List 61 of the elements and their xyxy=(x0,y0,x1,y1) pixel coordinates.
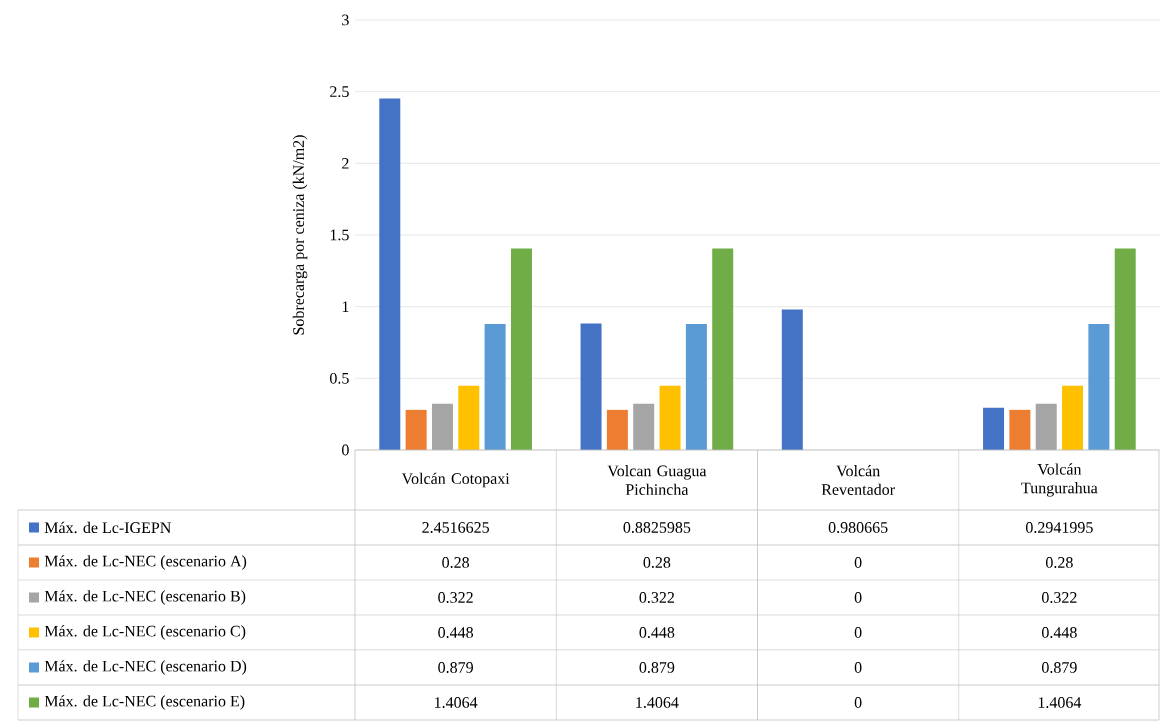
bar xyxy=(379,98,401,450)
legend-label: Máx. de Lc-NEC (escenario D) xyxy=(44,660,247,675)
bar xyxy=(580,323,602,450)
bar xyxy=(405,409,427,450)
data-label: 0.879 xyxy=(639,662,675,673)
bar xyxy=(1035,403,1057,450)
y-tick-label: 3 xyxy=(342,14,349,26)
y-tick-label: 0 xyxy=(342,444,349,456)
data-label: 0.980665 xyxy=(828,522,888,533)
data-label: 0 xyxy=(854,697,862,708)
bar xyxy=(633,403,655,450)
bar xyxy=(712,248,734,450)
bar xyxy=(431,403,453,450)
bar xyxy=(1009,409,1031,450)
legend-label: Máx. de Lc-NEC (escenario B) xyxy=(44,590,246,605)
data-label: 0 xyxy=(854,557,862,568)
data-label: 0.322 xyxy=(1041,592,1077,603)
bar xyxy=(781,309,803,450)
data-label: 1.4064 xyxy=(1038,697,1082,708)
x-tick-label: Volcan Guagua Pichincha xyxy=(607,465,707,495)
x-tick-label: Volcán Cotopaxi xyxy=(401,472,510,488)
bar xyxy=(484,324,506,450)
data-label: 0.28 xyxy=(643,557,671,568)
data-label: 0.448 xyxy=(1041,627,1077,638)
x-tick-label: Volcán Reventador xyxy=(821,465,895,495)
data-label: 0.448 xyxy=(438,627,474,638)
data-label: 0.2941995 xyxy=(1025,522,1093,533)
data-label: 1.4064 xyxy=(435,697,478,708)
data-label: 0.879 xyxy=(1041,662,1077,673)
bar xyxy=(685,324,707,450)
data-label: 0 xyxy=(854,662,862,673)
y-tick-label: 0.5 xyxy=(330,372,349,384)
data-label: 2.4516625 xyxy=(422,522,490,533)
data-label: 0.322 xyxy=(438,592,473,603)
x-tick-label: Volcán Tungurahua xyxy=(1021,463,1098,497)
data-label: 0.448 xyxy=(639,627,675,638)
bar xyxy=(510,248,532,450)
y-axis-title: Sobrecarga por ceniza (kN/m2) xyxy=(292,135,308,335)
bar xyxy=(1062,385,1084,450)
data-label: 0.28 xyxy=(442,557,470,568)
bar xyxy=(983,407,1005,450)
data-label: 0.322 xyxy=(639,592,674,603)
bar xyxy=(606,409,628,450)
y-tick-label: 2 xyxy=(342,158,349,169)
y-tick-label: 1 xyxy=(342,301,349,312)
bar xyxy=(659,385,681,450)
legend-label: Máx. de Lc-IGEPN xyxy=(44,521,171,534)
data-label: 0 xyxy=(854,627,862,638)
bar xyxy=(1088,324,1110,450)
y-tick-label: 2.5 xyxy=(330,86,349,98)
legend-label: Máx. de Lc-NEC (escenario E) xyxy=(44,695,245,710)
y-tick-label: 1.5 xyxy=(330,229,349,241)
data-label: 0 xyxy=(854,592,862,603)
legend-label: Máx. de Lc-NEC (escenario A) xyxy=(44,555,247,570)
bar xyxy=(458,385,480,450)
legend-label: Máx. de Lc-NEC (escenario C) xyxy=(44,625,246,640)
data-label: 0.879 xyxy=(438,662,473,673)
bar xyxy=(1114,248,1136,450)
data-label: 0.28 xyxy=(1045,557,1073,568)
data-label: 0.8825985 xyxy=(623,522,691,533)
data-label: 1.4064 xyxy=(636,697,679,708)
